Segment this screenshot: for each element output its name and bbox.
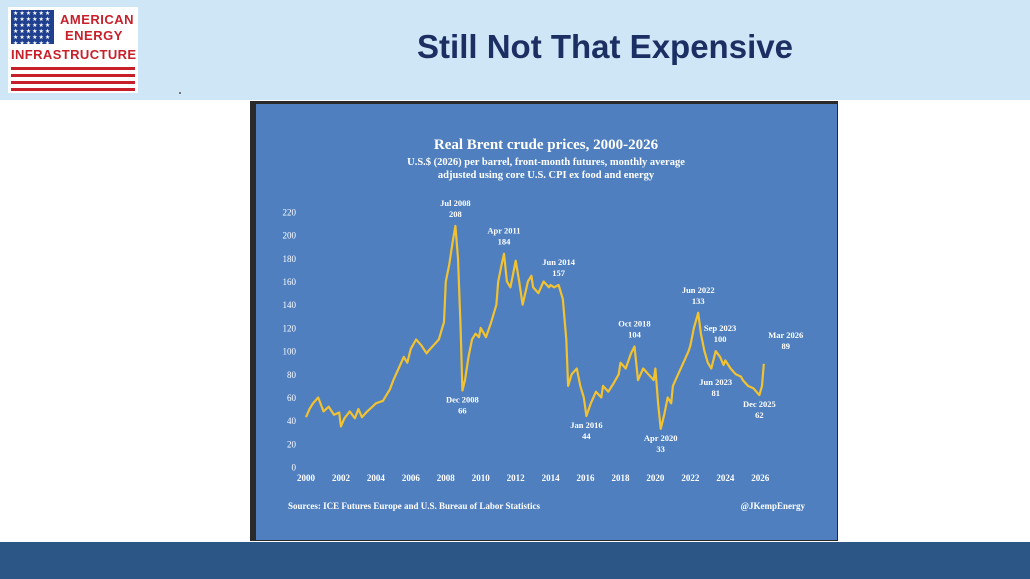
company-logo: ★★★★★★★★★★★★★★★★★★★★★★★★★★★★★★★★★★★★ AME…	[8, 7, 138, 93]
annotation-date: Apr 2011	[487, 226, 520, 236]
annotation-date: Oct 2018	[618, 318, 650, 328]
x-tick-label: 2016	[577, 473, 596, 483]
x-tick-label: 2026	[751, 473, 770, 483]
x-tick-label: 2010	[472, 473, 491, 483]
logo-line-1: AMERICAN	[60, 12, 135, 27]
y-tick-label: 20	[287, 439, 297, 449]
x-tick-label: 2018	[611, 473, 630, 483]
annotation-value: 33	[656, 444, 665, 454]
annotation-date: Apr 2020	[644, 433, 678, 443]
x-tick-label: 2022	[681, 473, 700, 483]
annotation-date: Dec 2008	[446, 395, 479, 405]
annotation-value: 157	[552, 268, 566, 278]
y-tick-label: 100	[283, 347, 297, 357]
annotation-value: 44	[582, 431, 591, 441]
series-layer	[304, 224, 765, 430]
series-line	[304, 224, 765, 430]
logo-stripe	[11, 67, 135, 70]
y-tick-label: 0	[292, 463, 297, 473]
chart-subtitle-line-2: adjusted using core U.S. CPI ex food and…	[438, 170, 655, 181]
annotation-value: 81	[711, 388, 720, 398]
footer-bar	[0, 542, 1030, 579]
annotation-date: Jul 2008	[440, 198, 470, 208]
chart-source: Sources: ICE Futures Europe and U.S. Bur…	[288, 501, 540, 511]
x-tick-label: 2004	[367, 473, 386, 483]
chart-title: Real Brent crude prices, 2000-2026	[434, 137, 659, 153]
annotation-date: Jun 2022	[682, 285, 715, 295]
header-bar	[0, 0, 1030, 100]
x-tick-label: 2006	[402, 473, 421, 483]
y-tick-label: 140	[283, 300, 297, 310]
logo-stripe	[11, 74, 135, 77]
x-tick-label: 2012	[507, 473, 526, 483]
x-tick-label: 2002	[332, 473, 351, 483]
logo-line-3: INFRASTRUCTURE	[11, 47, 137, 62]
y-tick-label: 180	[283, 254, 297, 264]
y-tick-label: 80	[287, 370, 297, 380]
annotation-value: 62	[755, 410, 764, 420]
chart-panel: Real Brent crude prices, 2000-2026 U.S.$…	[256, 104, 837, 540]
annotation-value: 104	[628, 329, 642, 339]
y-tick-label: 220	[283, 208, 297, 218]
annotation-value: 89	[782, 341, 791, 351]
y-tick-label: 120	[283, 323, 297, 333]
annotation-date: Jun 2014	[542, 257, 576, 267]
x-tick-label: 2000	[297, 473, 316, 483]
y-axis: 0 20 40 60 80 100 120 140 160 180 200 220	[283, 208, 297, 473]
page-title: Still Not That Expensive	[417, 28, 793, 65]
annotation-date: Jan 2016	[570, 420, 602, 430]
annotation-value: 208	[449, 209, 462, 219]
x-tick-label: 2024	[716, 473, 735, 483]
x-axis: 2000 2002 2004 2006 2008 2010 2012 2014 2016 2018…	[297, 473, 770, 483]
annotation-date: Dec 2025	[743, 399, 776, 409]
chart-credit: @JKempEnergy	[741, 501, 806, 511]
annotation-date: Sep 2023	[704, 323, 736, 333]
annotation-date: Mar 2026	[768, 330, 803, 340]
annotation-value: 100	[714, 334, 727, 344]
stray-mark	[179, 92, 181, 94]
y-tick-label: 40	[287, 416, 297, 426]
annotation-value: 133	[692, 296, 705, 306]
logo-stripe	[11, 81, 135, 84]
chart-subtitle-line-1: U.S.$ (2026) per barrel, front-month fut…	[407, 157, 685, 168]
annotation-value: 66	[458, 406, 467, 416]
annotation-date: Jun 2023	[699, 377, 732, 387]
chart-svg: Real Brent crude prices, 2000-2026 U.S.$…	[283, 137, 806, 511]
logo-line-2: ENERGY	[65, 28, 123, 43]
x-tick-label: 2008	[437, 473, 456, 483]
y-tick-label: 160	[283, 277, 297, 287]
y-tick-label: 200	[283, 231, 297, 241]
x-tick-label: 2014	[542, 473, 561, 483]
logo-stripe	[11, 88, 135, 91]
x-tick-label: 2020	[646, 473, 665, 483]
annotation-value: 184	[498, 237, 512, 247]
us-flag-icon: ★★★★★★★★★★★★★★★★★★★★★★★★★★★★★★★★★★★★	[11, 10, 54, 47]
y-tick-label: 60	[287, 393, 297, 403]
